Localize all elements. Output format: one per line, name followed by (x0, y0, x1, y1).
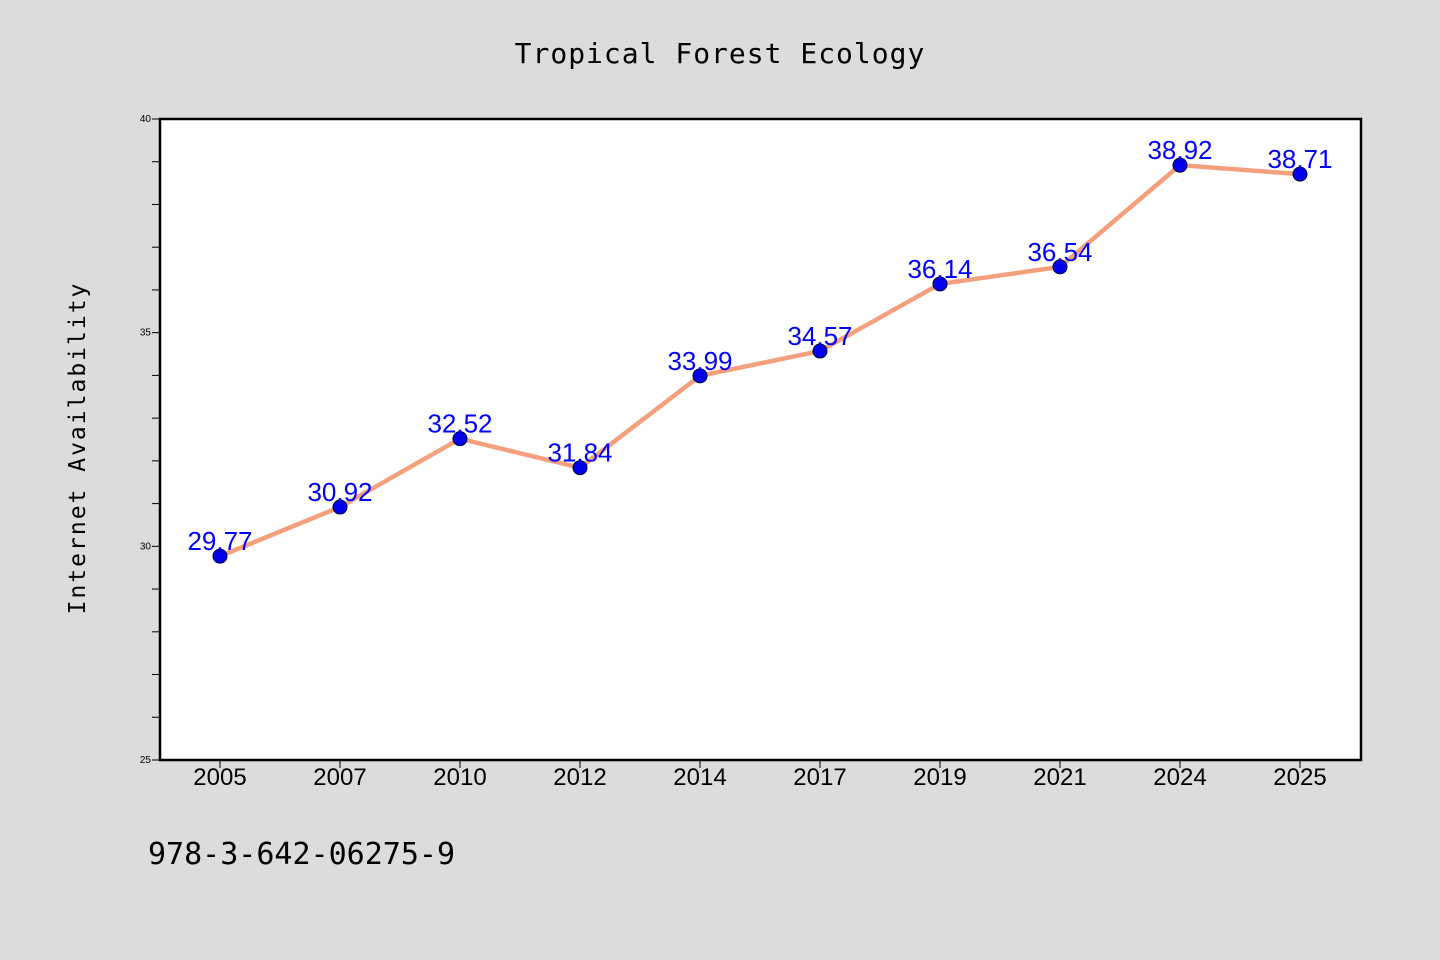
axis-ticks: 25 30 35 40 2005 2007 2010 2012 2014 2017 2019 2021… (140, 114, 1327, 791)
data-label: 32.52 (427, 409, 492, 439)
chart-title: Tropical Forest Ecology (515, 37, 926, 70)
data-point (332, 499, 348, 515)
x-tick-label: 2007 (313, 764, 366, 791)
y-axis-label: Internet Availability (65, 282, 91, 615)
data-point (572, 460, 588, 476)
footer-isbn: 978-3-642-06275-9 (148, 837, 455, 872)
x-tick-label: 2012 (553, 764, 606, 791)
data-label: 31.84 (547, 438, 612, 468)
series-line (217, 162, 1303, 559)
data-label: 36.14 (907, 254, 972, 284)
data-labels: 29.77 30.92 32.52 31.84 33.99 34.57 36.14 36.54… (187, 135, 1332, 556)
data-point (932, 276, 948, 292)
x-tick-label: 2005 (193, 764, 246, 791)
y-tick-label: 40 (140, 114, 152, 125)
y-tick-label: 25 (140, 755, 152, 766)
data-point (212, 548, 228, 564)
x-tick-label: 2021 (1033, 764, 1086, 791)
data-label: 30.92 (307, 477, 372, 507)
plot-area (160, 119, 1361, 760)
data-label: 33.99 (667, 346, 732, 376)
data-label: 38.71 (1267, 144, 1332, 174)
data-point (1172, 157, 1188, 173)
series-markers (212, 157, 1308, 564)
y-tick-label: 30 (140, 541, 152, 552)
x-tick-label: 2017 (793, 764, 846, 791)
data-point (692, 368, 708, 384)
data-label: 36.54 (1027, 237, 1092, 267)
data-label: 29.77 (187, 526, 252, 556)
data-label: 34.57 (787, 321, 852, 351)
data-point (812, 343, 828, 359)
x-tick-label: 2010 (433, 764, 486, 791)
x-tick-label: 2014 (673, 764, 726, 791)
y-tick-label: 35 (140, 328, 152, 339)
series-line-layer (217, 162, 1303, 559)
x-tick-label: 2025 (1273, 764, 1326, 791)
data-label: 38.92 (1147, 135, 1212, 165)
data-point (1292, 166, 1308, 182)
x-tick-label: 2019 (913, 764, 966, 791)
plot-frame (158, 117, 1363, 762)
x-tick-label: 2024 (1153, 764, 1206, 791)
data-point (452, 431, 468, 447)
data-point (1052, 259, 1068, 275)
